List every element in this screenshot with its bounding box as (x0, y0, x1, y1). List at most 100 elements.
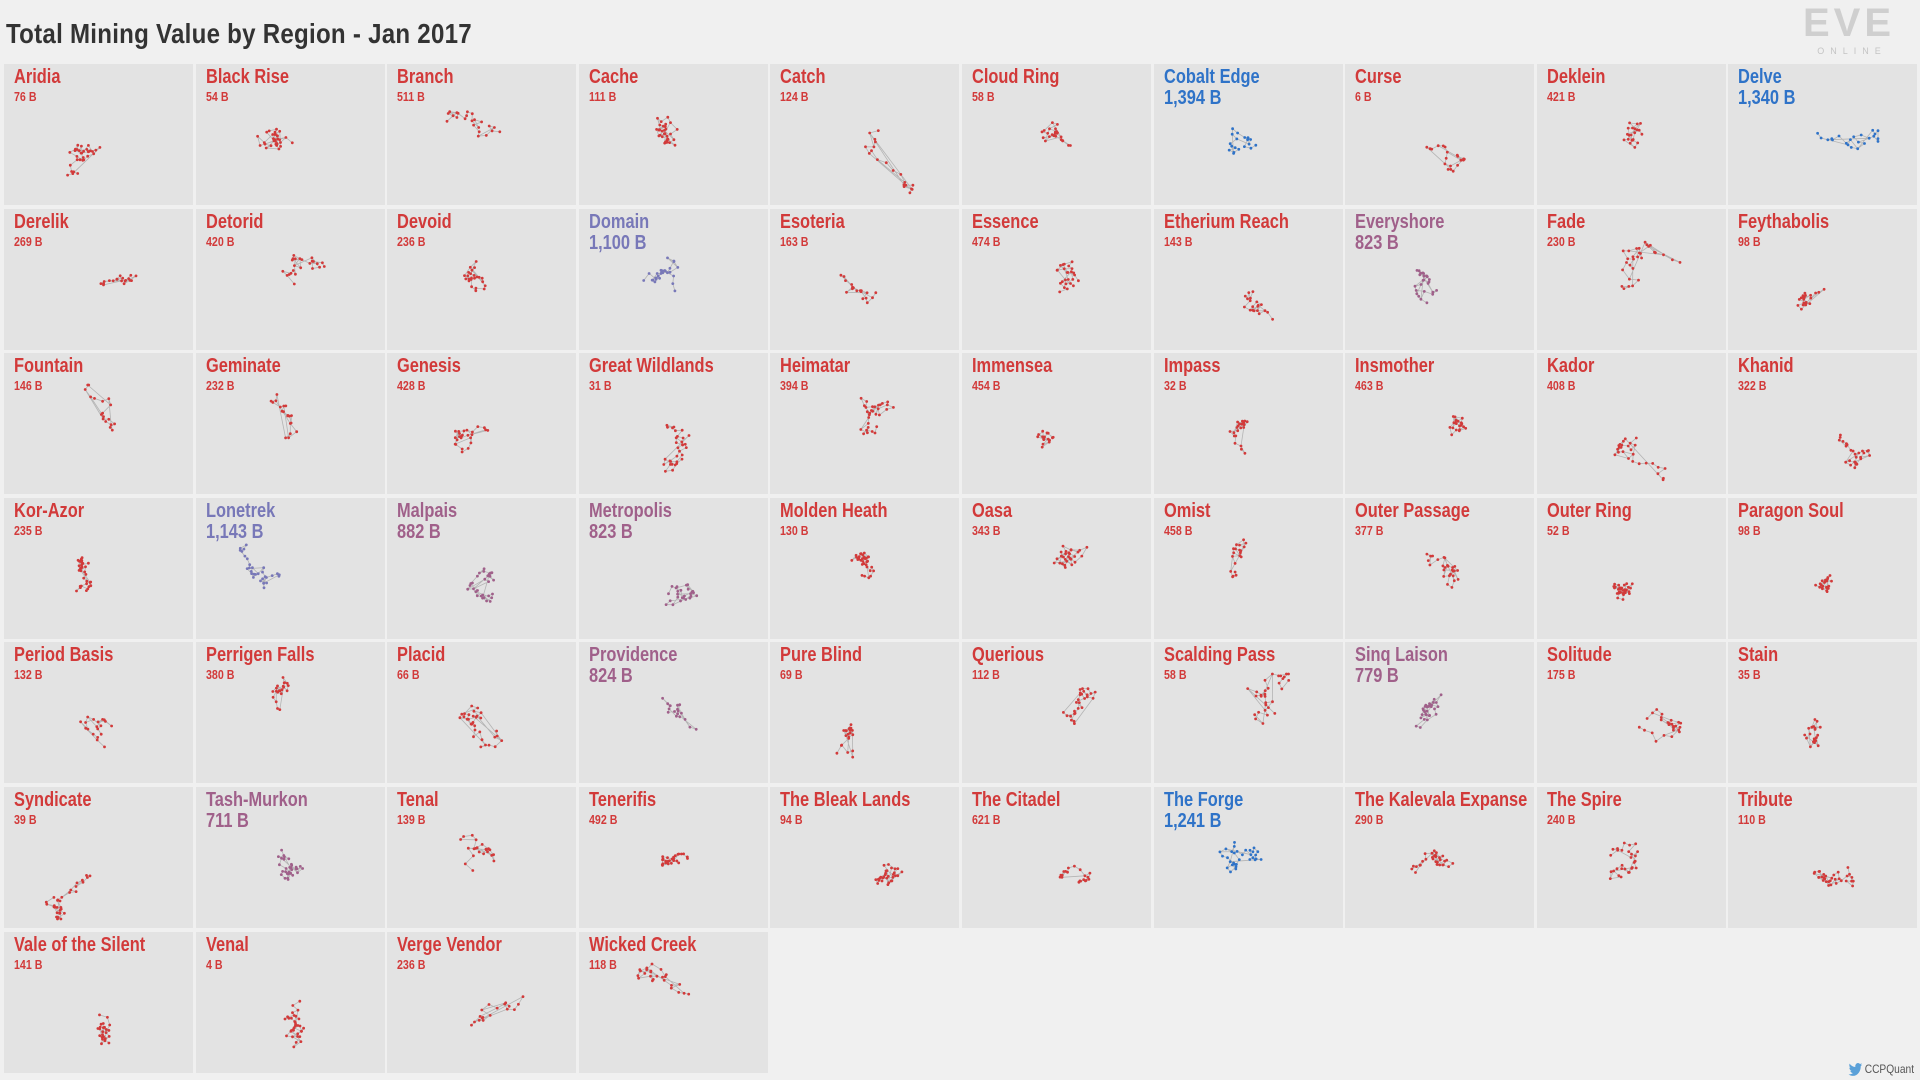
system-dot (1228, 870, 1232, 874)
system-dot (243, 554, 246, 558)
system-dot (274, 399, 277, 403)
system-dot (675, 462, 678, 466)
system-dot (653, 280, 657, 283)
system-dot (1224, 847, 1227, 851)
system-dot (1679, 722, 1682, 725)
system-dot (70, 170, 73, 173)
system-dot (1218, 850, 1221, 854)
system-dot (1627, 121, 1631, 125)
system-dot (475, 275, 479, 278)
system-dot (104, 1030, 108, 1034)
system-dot (1813, 718, 1817, 722)
system-dot (1059, 550, 1063, 554)
system-dot (1073, 722, 1076, 726)
system-dot (103, 1038, 107, 1042)
system-dot (660, 135, 664, 139)
system-dot (462, 835, 466, 838)
region-value: 1,100 B (588, 231, 647, 254)
system-dot (278, 145, 282, 148)
system-dot (668, 132, 672, 136)
region-value: 132 B (14, 667, 43, 683)
system-dot (660, 697, 664, 701)
system-dot (107, 1028, 111, 1032)
region-value: 54 B (205, 89, 229, 104)
system-dot (662, 132, 666, 136)
system-dot (260, 570, 264, 574)
system-dot (1443, 162, 1447, 166)
system-dot (300, 867, 304, 870)
system-dot (1826, 585, 1830, 589)
system-dot (650, 962, 654, 965)
region-value: 141 B (14, 956, 43, 972)
system-dot (1066, 870, 1069, 874)
region-name: Paragon Soul (1738, 499, 1845, 522)
region-cell-immensea: Immensea 454 B (962, 353, 1151, 495)
region-cell-placid: Placid 66 B (387, 642, 577, 784)
system-dot (1817, 870, 1821, 873)
system-dot (77, 564, 81, 567)
system-dot (671, 603, 675, 606)
system-dot (503, 1002, 507, 1006)
system-dot (675, 592, 679, 596)
region-map-omist (1228, 538, 1247, 578)
system-dot (129, 273, 133, 277)
system-dot (864, 145, 868, 149)
system-dot (656, 274, 660, 277)
system-dot (668, 599, 672, 602)
region-name: Vale of the Silent (14, 933, 146, 956)
system-dot (479, 745, 483, 749)
system-dot (857, 557, 861, 561)
system-dot (287, 870, 290, 874)
system-dot (675, 454, 679, 458)
system-dot (1065, 714, 1069, 718)
system-dot (666, 115, 669, 119)
region-cell-etherium-reach: Etherium Reach 143 B (1153, 208, 1343, 350)
system-dot (483, 577, 487, 581)
system-dot (1062, 262, 1066, 266)
system-dot (1061, 562, 1064, 565)
system-dot (277, 708, 281, 712)
region-cell-tribute: Tribute 110 B (1728, 787, 1918, 928)
system-dot (1849, 463, 1853, 467)
system-dot (1093, 691, 1097, 694)
system-dot (283, 1017, 286, 1020)
system-dot (1434, 713, 1438, 717)
region-value: 408 B (1546, 378, 1576, 394)
system-dot (874, 413, 878, 416)
system-dot (480, 738, 484, 742)
region-name: Molden Heath (780, 499, 888, 522)
region-cell-curse: Curse 6 B (1345, 64, 1535, 205)
system-dot (513, 1007, 516, 1011)
system-dot (665, 856, 669, 860)
system-dot (676, 595, 679, 599)
system-dot (866, 290, 869, 294)
region-map-khanid (1838, 433, 1872, 470)
system-dot (910, 187, 914, 191)
region-map-fountain (83, 383, 116, 432)
system-dot (251, 575, 255, 579)
region-cell-period-basis: Period Basis 132 B (4, 642, 193, 784)
system-dot (101, 417, 105, 421)
system-dot (680, 457, 684, 461)
system-dot (89, 580, 93, 584)
system-dot (101, 411, 104, 415)
system-dot (1670, 735, 1673, 739)
system-dot (1626, 585, 1630, 589)
system-dot (1064, 549, 1068, 553)
region-name: Esoteria (780, 210, 846, 233)
system-dot (1059, 263, 1062, 267)
system-dot (681, 852, 685, 856)
region-jumps (841, 274, 877, 304)
system-dot (1250, 308, 1254, 312)
system-dot (287, 272, 291, 276)
system-dot (1830, 876, 1834, 880)
system-dot (1442, 555, 1446, 559)
system-dot (1240, 853, 1244, 857)
system-dot (1230, 132, 1234, 136)
system-dot (1254, 857, 1258, 861)
system-dot (1834, 877, 1837, 881)
system-dot (680, 440, 683, 444)
system-dot (1850, 876, 1854, 879)
system-dot (1446, 150, 1449, 154)
system-dot (256, 572, 260, 575)
